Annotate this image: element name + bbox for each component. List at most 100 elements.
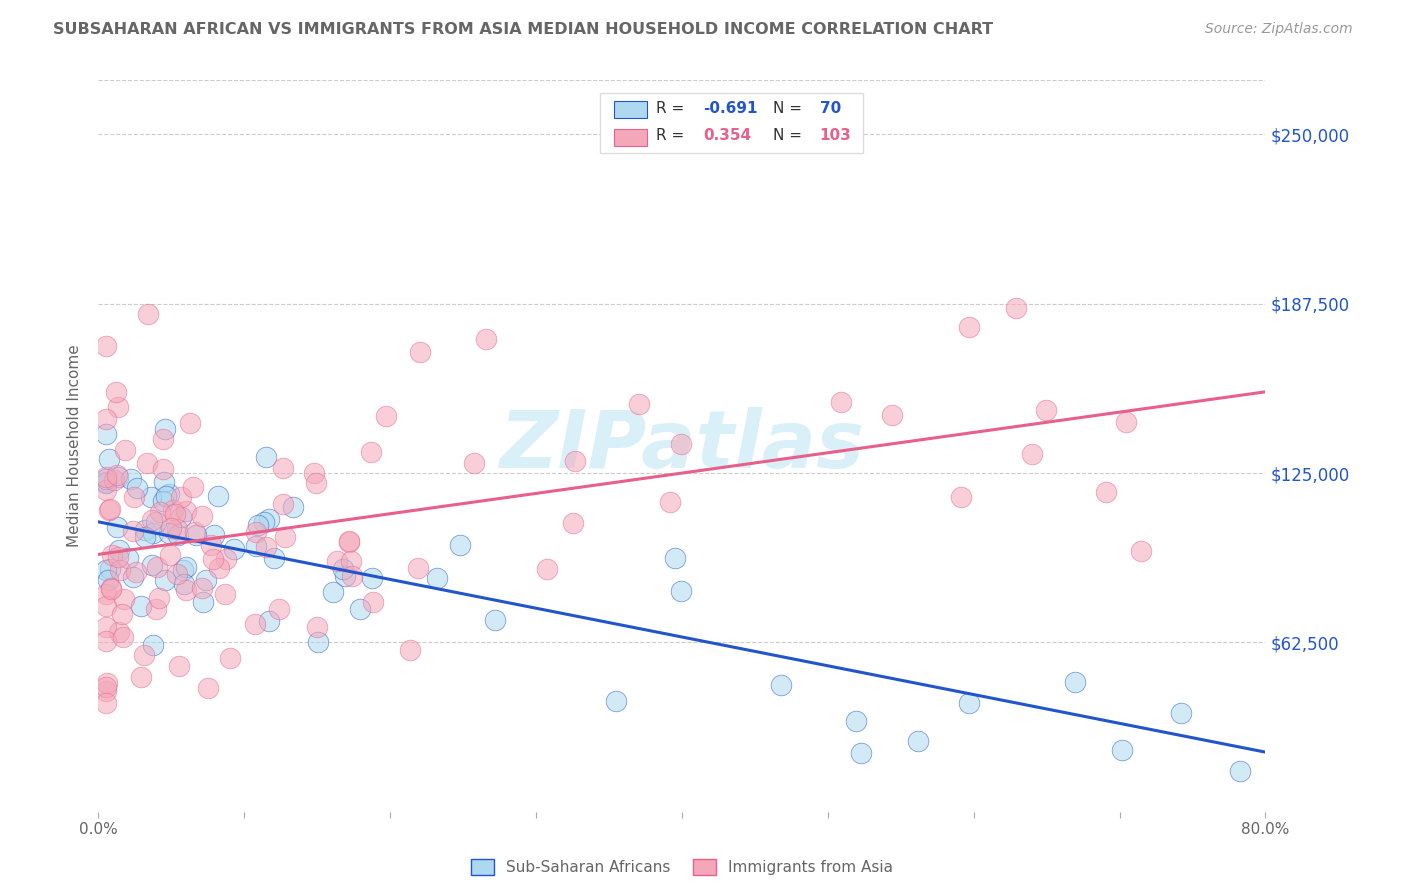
Point	[94, 472, 117, 486]
Text: Source: ZipAtlas.com: Source: ZipAtlas.com	[1205, 22, 1353, 37]
Point	[222, 542, 245, 557]
Point	[564, 454, 586, 468]
Point	[105, 519, 128, 533]
Point	[94, 470, 117, 484]
Point	[659, 495, 682, 509]
Point	[94, 599, 117, 614]
Point	[267, 602, 290, 616]
Point	[1229, 764, 1251, 778]
Bar	[614, 101, 647, 119]
Point	[157, 526, 180, 541]
Point	[94, 339, 117, 353]
Point	[153, 475, 176, 490]
Point	[166, 567, 188, 582]
Text: 70: 70	[820, 101, 841, 116]
Point	[184, 525, 207, 540]
Point	[94, 633, 117, 648]
Point	[363, 594, 385, 608]
Point	[332, 562, 354, 576]
Point	[120, 472, 142, 486]
Point	[339, 534, 361, 549]
Point	[153, 422, 176, 436]
Point	[97, 573, 120, 587]
Point	[1170, 706, 1192, 721]
Point	[302, 466, 325, 480]
Point	[664, 551, 686, 566]
Point	[94, 563, 117, 577]
Point	[100, 581, 122, 595]
Point	[425, 571, 447, 585]
Point	[110, 607, 132, 621]
Point	[146, 560, 169, 574]
Point	[849, 746, 872, 760]
Point	[107, 550, 129, 565]
Point	[263, 551, 285, 566]
Point	[307, 620, 329, 634]
Point	[406, 561, 429, 575]
Point	[409, 345, 432, 359]
Point	[142, 638, 165, 652]
Legend: Sub-Saharan Africans, Immigrants from Asia: Sub-Saharan Africans, Immigrants from As…	[464, 853, 900, 881]
Point	[245, 524, 267, 539]
Point	[94, 476, 117, 491]
Point	[257, 614, 280, 628]
Point	[360, 445, 382, 459]
Point	[202, 552, 225, 566]
Point	[880, 409, 903, 423]
Point	[107, 469, 129, 483]
Point	[957, 696, 980, 710]
Point	[337, 533, 360, 548]
Point	[191, 581, 214, 595]
Point	[105, 384, 128, 399]
Point	[1129, 544, 1152, 558]
Point	[1035, 403, 1057, 417]
Point	[94, 411, 117, 425]
Text: N =: N =	[773, 101, 807, 116]
Point	[174, 583, 197, 598]
Point	[125, 565, 148, 579]
Point	[207, 560, 229, 574]
Point	[179, 416, 201, 430]
Point	[173, 577, 195, 591]
Text: 0.354: 0.354	[703, 128, 751, 144]
Point	[536, 562, 558, 576]
Point	[117, 551, 139, 566]
Text: SUBSAHARAN AFRICAN VS IMMIGRANTS FROM ASIA MEDIAN HOUSEHOLD INCOME CORRELATION C: SUBSAHARAN AFRICAN VS IMMIGRANTS FROM AS…	[53, 22, 994, 37]
Point	[830, 395, 852, 409]
Text: R =: R =	[657, 101, 689, 116]
Point	[186, 528, 208, 542]
Point	[181, 480, 204, 494]
Point	[139, 490, 162, 504]
Point	[170, 510, 193, 524]
Point	[96, 675, 118, 690]
Point	[155, 490, 177, 504]
Point	[94, 475, 117, 489]
Point	[245, 539, 267, 553]
Point	[138, 307, 160, 321]
Point	[167, 659, 190, 673]
Bar	[600, 94, 863, 153]
Point	[1095, 484, 1118, 499]
Point	[101, 549, 124, 563]
Text: R =: R =	[657, 128, 689, 144]
Point	[94, 483, 117, 497]
Point	[349, 602, 371, 616]
Point	[283, 500, 305, 514]
Point	[214, 587, 236, 601]
Point	[449, 538, 471, 552]
Point	[107, 400, 129, 414]
Point	[100, 582, 122, 596]
Point	[97, 452, 120, 467]
Point	[166, 523, 188, 537]
Point	[1111, 742, 1133, 756]
Point	[145, 516, 167, 530]
Point	[167, 528, 190, 542]
Point	[254, 450, 277, 465]
Point	[148, 591, 170, 606]
Text: -0.691: -0.691	[703, 101, 758, 116]
Point	[253, 515, 276, 529]
Point	[1064, 675, 1087, 690]
Point	[307, 634, 329, 648]
Point	[628, 397, 651, 411]
Point	[94, 586, 117, 600]
